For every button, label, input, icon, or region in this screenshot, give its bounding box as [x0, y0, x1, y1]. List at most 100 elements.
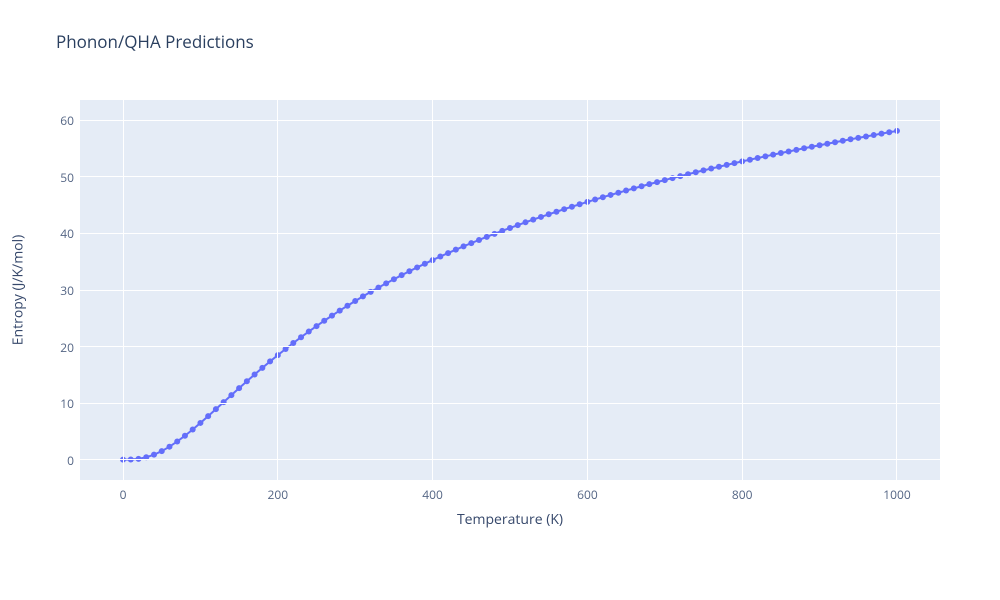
- data-marker: [762, 153, 768, 159]
- data-marker: [484, 234, 490, 240]
- chart-container[interactable]: Phonon/QHA Predictions Temperature (K) E…: [0, 0, 1000, 600]
- data-marker: [298, 334, 304, 340]
- data-marker: [747, 157, 753, 163]
- data-marker: [832, 139, 838, 145]
- gridline-horizontal: [80, 176, 940, 177]
- gridline-vertical: [896, 100, 897, 480]
- data-marker: [778, 150, 784, 156]
- data-marker: [515, 222, 521, 228]
- data-marker: [848, 136, 854, 142]
- data-marker: [840, 138, 846, 144]
- data-marker: [244, 378, 250, 384]
- y-tick-label: 0: [67, 452, 74, 469]
- data-marker: [174, 438, 180, 444]
- data-marker: [476, 237, 482, 243]
- data-marker: [329, 313, 335, 319]
- y-tick-label: 20: [60, 339, 74, 356]
- data-marker: [654, 179, 660, 185]
- data-marker: [228, 392, 234, 398]
- gridline-horizontal: [80, 459, 940, 460]
- data-marker: [522, 219, 528, 225]
- data-marker: [708, 166, 714, 172]
- data-marker: [608, 192, 614, 198]
- gridline-vertical: [277, 100, 278, 480]
- data-marker: [406, 268, 412, 274]
- data-marker: [577, 201, 583, 207]
- chart-title: Phonon/QHA Predictions: [56, 30, 254, 53]
- data-marker: [724, 162, 730, 168]
- gridline-horizontal: [80, 403, 940, 404]
- data-marker: [553, 209, 559, 215]
- data-line: [123, 131, 897, 460]
- data-marker: [414, 264, 420, 270]
- data-marker: [817, 142, 823, 148]
- data-marker: [538, 214, 544, 220]
- data-marker: [197, 420, 203, 426]
- data-marker: [623, 188, 629, 194]
- x-tick-label: 600: [567, 486, 607, 503]
- y-axis-label: Entropy (J/K/mol): [9, 235, 28, 346]
- data-marker: [693, 169, 699, 175]
- data-marker: [252, 371, 258, 377]
- y-tick-label: 30: [60, 282, 74, 299]
- data-marker: [437, 254, 443, 260]
- data-marker: [337, 308, 343, 314]
- data-marker: [383, 280, 389, 286]
- data-marker: [871, 132, 877, 138]
- data-marker: [731, 160, 737, 166]
- data-marker: [600, 194, 606, 200]
- data-marker: [639, 183, 645, 189]
- data-marker: [267, 358, 273, 364]
- data-marker: [461, 243, 467, 249]
- data-marker: [391, 276, 397, 282]
- data-marker: [886, 129, 892, 135]
- data-marker: [321, 318, 327, 324]
- data-marker: [344, 303, 350, 309]
- x-tick-label: 400: [413, 486, 453, 503]
- gridline-horizontal: [80, 120, 940, 121]
- data-marker: [863, 133, 869, 139]
- data-marker: [855, 135, 861, 141]
- data-marker: [399, 272, 405, 278]
- data-marker: [561, 206, 567, 212]
- x-tick-label: 1000: [877, 486, 917, 503]
- data-marker: [236, 385, 242, 391]
- gridline-horizontal: [80, 290, 940, 291]
- x-axis-label: Temperature (K): [450, 510, 570, 529]
- gridline-horizontal: [80, 346, 940, 347]
- data-marker: [592, 197, 598, 203]
- data-marker: [159, 448, 165, 454]
- data-marker: [646, 181, 652, 187]
- y-tick-label: 10: [60, 395, 74, 412]
- data-marker: [507, 225, 513, 231]
- data-marker: [182, 433, 188, 439]
- data-marker: [468, 240, 474, 246]
- data-marker: [631, 185, 637, 191]
- data-marker: [546, 211, 552, 217]
- gridline-vertical: [587, 100, 588, 480]
- data-marker: [352, 298, 358, 304]
- data-marker: [716, 164, 722, 170]
- y-tick-label: 60: [60, 112, 74, 129]
- data-marker: [786, 148, 792, 154]
- data-marker: [306, 329, 312, 335]
- gridline-vertical: [432, 100, 433, 480]
- data-marker: [801, 145, 807, 151]
- data-marker: [755, 155, 761, 161]
- x-tick-label: 0: [103, 486, 143, 503]
- data-marker: [824, 141, 830, 147]
- y-tick-label: 50: [60, 169, 74, 186]
- data-marker: [700, 167, 706, 173]
- data-marker: [569, 204, 575, 210]
- data-marker: [360, 293, 366, 299]
- data-marker: [205, 413, 211, 419]
- x-tick-label: 800: [722, 486, 762, 503]
- data-marker: [422, 261, 428, 267]
- x-tick-label: 200: [258, 486, 298, 503]
- data-marker: [615, 190, 621, 196]
- gridline-vertical: [742, 100, 743, 480]
- data-marker: [190, 427, 196, 433]
- data-marker: [453, 247, 459, 253]
- data-marker: [662, 177, 668, 183]
- gridline-vertical: [123, 100, 124, 480]
